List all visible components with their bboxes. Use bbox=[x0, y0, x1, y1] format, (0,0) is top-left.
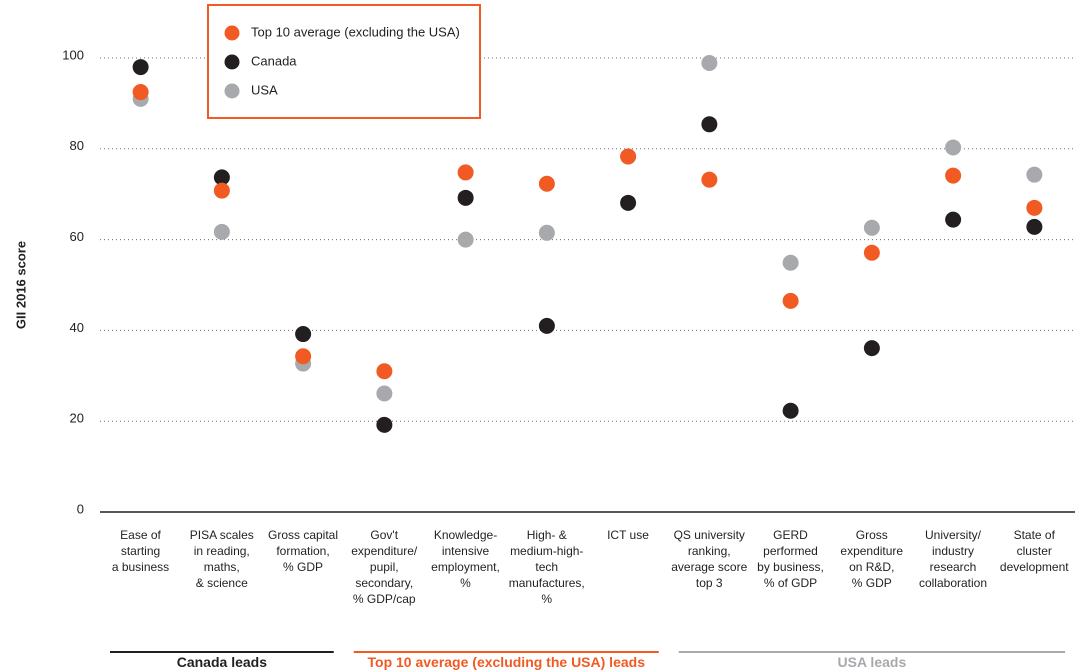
dot bbox=[213, 182, 230, 199]
dot bbox=[863, 244, 880, 261]
y-tick-label: 80 bbox=[70, 138, 84, 153]
legend-label: Top 10 average (excluding the USA) bbox=[251, 24, 460, 39]
x-tick-label: Gross expenditure on R&D, % GDP bbox=[840, 528, 904, 590]
y-tick-label: 0 bbox=[77, 501, 84, 516]
dot bbox=[457, 189, 474, 206]
y-axis-label: GII 2016 score bbox=[13, 241, 28, 329]
legend-marker bbox=[224, 83, 240, 99]
x-tick-label: Gov't expenditure/ pupil, secondary, % G… bbox=[351, 528, 418, 606]
dot bbox=[620, 148, 637, 165]
dot bbox=[295, 348, 312, 365]
x-tick-label: QS university ranking, average score top… bbox=[671, 528, 748, 590]
dot bbox=[782, 254, 799, 271]
dot bbox=[457, 164, 474, 181]
group-label: USA leads bbox=[837, 654, 907, 670]
y-tick-label: 20 bbox=[70, 411, 84, 426]
dot bbox=[701, 54, 718, 71]
legend-marker bbox=[224, 25, 240, 41]
dot bbox=[538, 224, 555, 241]
dot bbox=[376, 416, 393, 433]
dot bbox=[538, 317, 555, 334]
x-tick-label: ICT use bbox=[607, 528, 649, 542]
dot bbox=[376, 385, 393, 402]
dot bbox=[701, 116, 718, 133]
dot bbox=[701, 171, 718, 188]
legend-box bbox=[207, 4, 481, 119]
legend-marker bbox=[224, 54, 240, 70]
dot bbox=[1026, 166, 1043, 183]
x-tick-label: State of cluster development bbox=[999, 528, 1069, 574]
x-tick-label: Knowledge- intensive employment, % bbox=[431, 528, 500, 590]
dot bbox=[213, 169, 230, 186]
x-tick-label: GERD performed by business, % of GDP bbox=[757, 528, 824, 590]
dot bbox=[376, 363, 393, 380]
dot bbox=[132, 59, 149, 76]
x-tick-label: University/ industry research collaborat… bbox=[918, 528, 988, 590]
dot bbox=[1026, 199, 1043, 216]
dot bbox=[295, 326, 312, 343]
y-tick-label: 40 bbox=[70, 320, 84, 335]
dot bbox=[213, 223, 230, 240]
dot bbox=[945, 167, 962, 184]
dot bbox=[863, 340, 880, 357]
legend-label: Canada bbox=[251, 53, 297, 68]
dot bbox=[1026, 218, 1043, 235]
x-tick-label: PISA scales in reading, maths, & science bbox=[189, 528, 254, 590]
y-tick-label: 60 bbox=[70, 229, 84, 244]
dot bbox=[945, 139, 962, 156]
dot bbox=[863, 219, 880, 236]
x-tick-label: High- & medium-high- tech manufactures, … bbox=[508, 528, 585, 606]
dot bbox=[782, 402, 799, 419]
group-label: Top 10 average (excluding the USA) leads bbox=[367, 654, 645, 670]
group-label: Canada leads bbox=[176, 654, 267, 670]
dot bbox=[457, 231, 474, 248]
x-tick-label: Ease of starting a business bbox=[111, 528, 170, 574]
x-tick-label: Gross capital formation, % GDP bbox=[267, 528, 339, 574]
dot bbox=[620, 194, 637, 211]
legend-label: USA bbox=[251, 82, 278, 97]
dot bbox=[945, 211, 962, 228]
dot bbox=[538, 175, 555, 192]
y-tick-label: 100 bbox=[62, 47, 84, 62]
dot bbox=[782, 292, 799, 309]
dot bbox=[132, 84, 149, 101]
